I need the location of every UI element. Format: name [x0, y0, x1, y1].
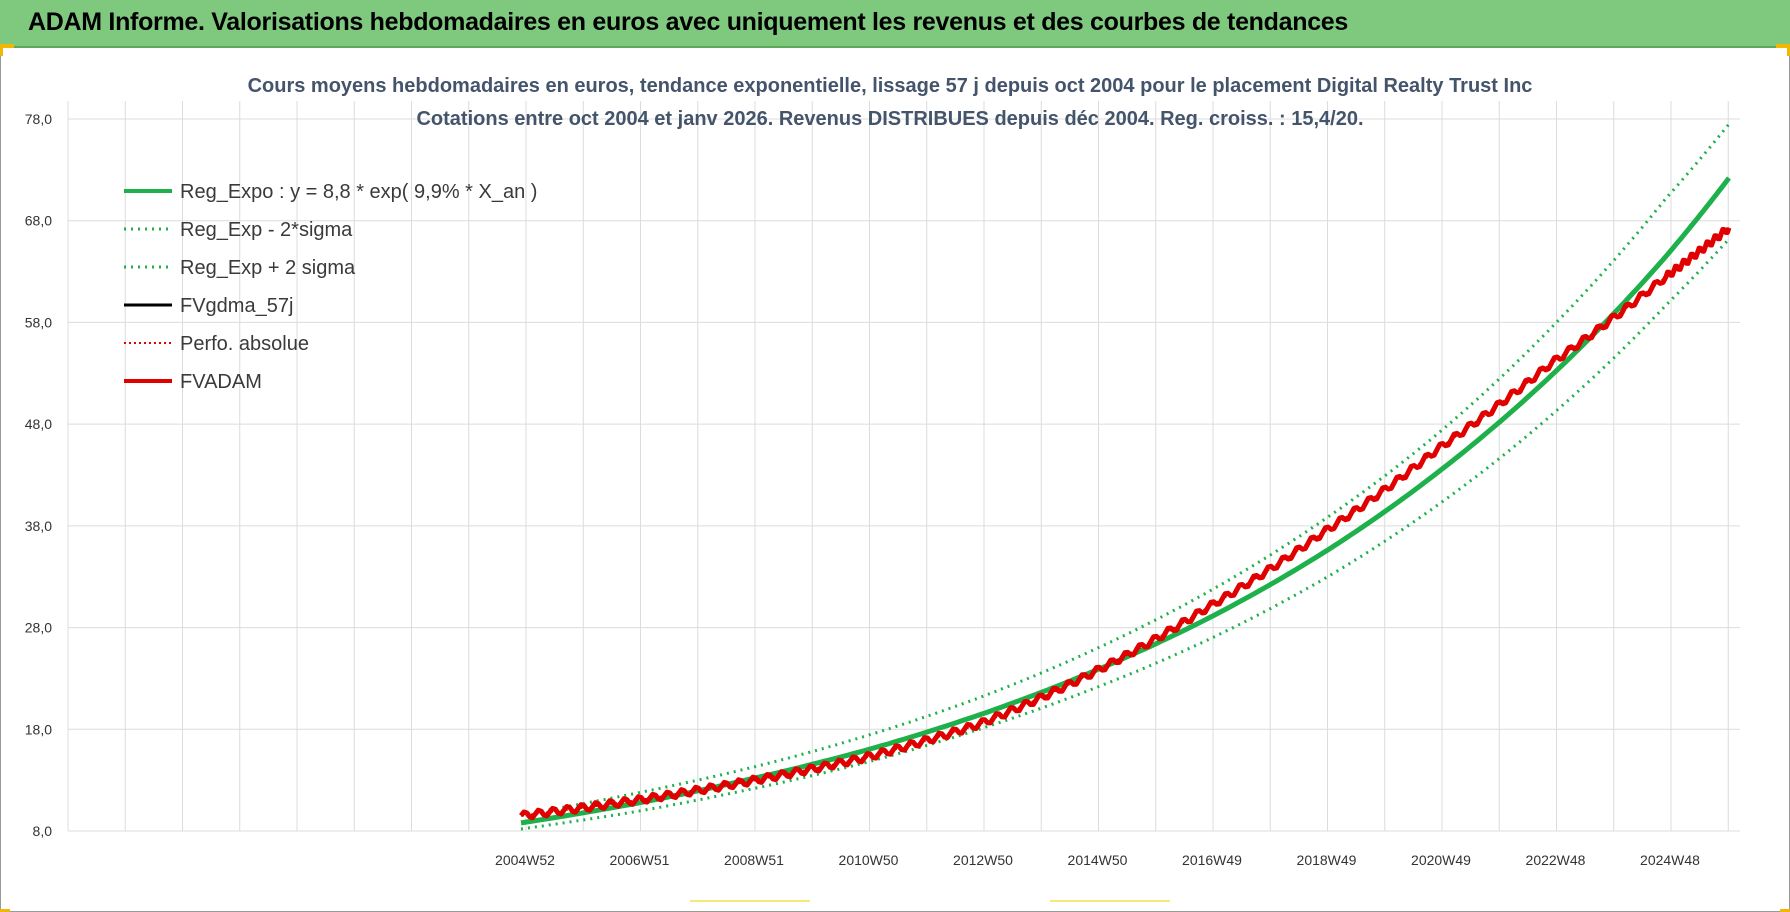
series-layer: [519, 123, 1732, 831]
y-tick-label: 78,0: [25, 111, 52, 127]
corner-marker-top-left: [0, 44, 14, 48]
legend-label: Reg_Exp - 2*sigma: [180, 219, 353, 241]
series-line-4: [520, 227, 1730, 817]
corner-marker-left-side: [0, 44, 3, 56]
legend-label: FVADAM: [180, 371, 262, 393]
chart-subtitle: Cotations entre oct 2004 et janv 2026. R…: [416, 108, 1363, 130]
y-tick-label: 48,0: [25, 416, 52, 432]
legend-label: Reg_Expo : y = 8,8 * exp( 9,9% * X_an ): [180, 181, 537, 203]
grid-layer: [67, 101, 1740, 832]
corner-marker-top-right: [1776, 44, 1790, 48]
x-tick-label: 2012W50: [953, 852, 1013, 868]
x-tick-label: 2016W49: [1182, 852, 1242, 868]
legend-label: Reg_Exp + 2 sigma: [180, 257, 356, 279]
bottom-accent-1: [690, 900, 810, 902]
series-line-1: [520, 237, 1731, 831]
x-tick-label: 2014W50: [1068, 852, 1128, 868]
x-tick-label: 2004W52: [495, 852, 555, 868]
y-tick-label: 38,0: [25, 518, 52, 534]
y-tick-label: 28,0: [25, 620, 52, 636]
series-line-2: [520, 123, 1731, 817]
header-bar: ADAM Informe. Valorisations hebdomadaire…: [0, 0, 1790, 48]
x-tick-label: 2006W51: [610, 852, 670, 868]
y-tick-label: 58,0: [25, 314, 52, 330]
x-axis: 2004W52 2006W51 2008W51 2010W50 2012W50 2014W…: [495, 852, 1700, 868]
series-line-0: [520, 176, 1731, 826]
header-title: ADAM Informe. Valorisations hebdomadaire…: [28, 8, 1349, 36]
y-tick-label: 18,0: [25, 721, 52, 737]
legend-label: FVgdma_57j: [180, 295, 293, 317]
y-tick-label: 8,0: [33, 823, 53, 839]
corner-marker-bottom-left: [0, 909, 10, 912]
x-tick-label: 2010W50: [839, 852, 899, 868]
chart-title: Cours moyens hebdomadaires en euros, ten…: [248, 75, 1533, 97]
y-tick-label: 68,0: [25, 213, 52, 229]
corner-marker-bottom-right: [1780, 909, 1790, 912]
legend-label: Perfo. absolue: [180, 333, 309, 355]
x-tick-label: 2020W49: [1411, 852, 1471, 868]
x-tick-label: 2018W49: [1297, 852, 1357, 868]
bottom-accent-2: [1050, 900, 1170, 902]
x-tick-label: 2008W51: [724, 852, 784, 868]
y-axis: 78,0 68,0 58,0 48,0 38,0 28,0 18,0 8,0: [25, 111, 52, 839]
x-tick-label: 2022W48: [1526, 852, 1586, 868]
series-line-5: [519, 226, 1732, 821]
x-tick-label: 2024W48: [1640, 852, 1700, 868]
legend: Reg_Expo : y = 8,8 * exp( 9,9% * X_an ) R…: [124, 181, 537, 393]
corner-marker-right-side: [1787, 44, 1790, 56]
